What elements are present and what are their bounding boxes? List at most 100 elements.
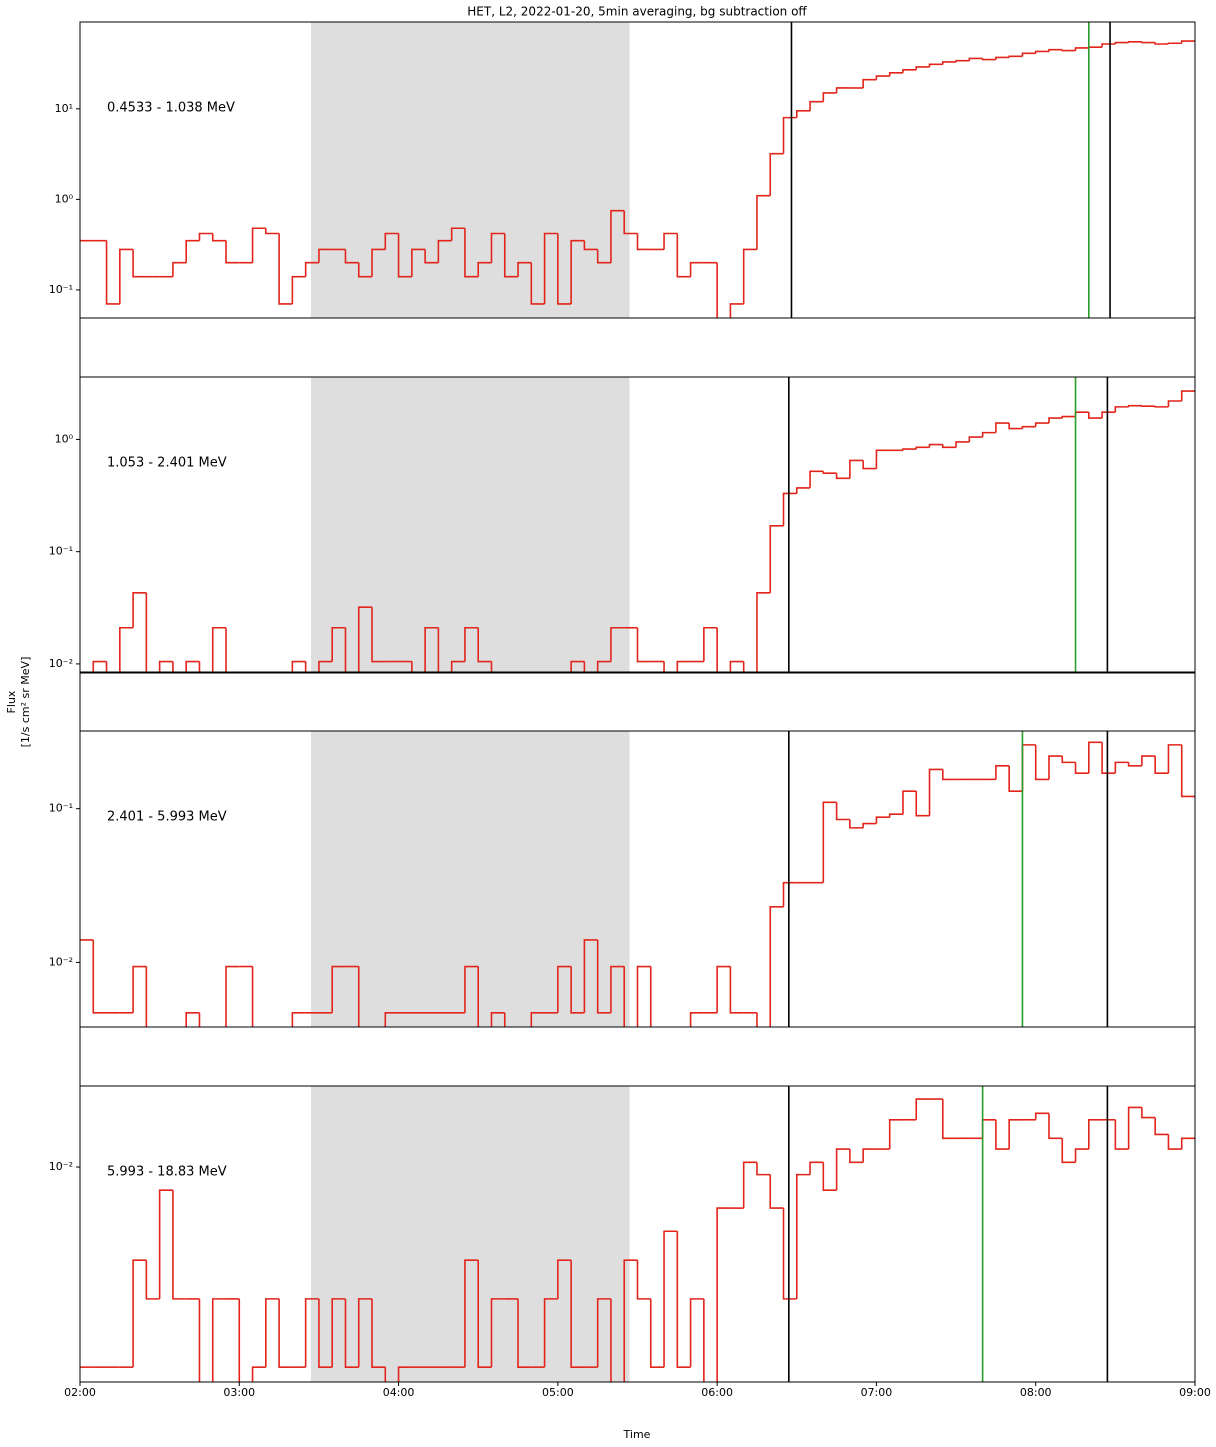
step: [464, 965, 479, 1013]
step: [689, 261, 704, 277]
step: [278, 1298, 293, 1368]
step: [649, 966, 652, 1027]
step: [782, 492, 797, 526]
step: [1154, 1117, 1169, 1136]
step: [941, 1099, 957, 1140]
energy-label: 0.4533 - 1.038 MeV: [107, 101, 235, 116]
step: [915, 1098, 930, 1120]
x-tick-label: 03:00: [223, 1386, 255, 1399]
step: [1101, 411, 1116, 419]
step: [888, 72, 903, 77]
step: [424, 626, 439, 673]
step: [384, 1367, 387, 1382]
step: [1127, 762, 1142, 767]
step: [1008, 765, 1023, 792]
spacer-axes: [79, 671, 1196, 732]
step: [981, 1118, 996, 1139]
step: [915, 66, 930, 70]
step: [1048, 48, 1063, 52]
step: [172, 661, 174, 673]
step: [941, 444, 957, 449]
step: [782, 881, 797, 907]
y-axis-label: Flux: [5, 690, 18, 713]
step: [981, 431, 996, 438]
step: [557, 1259, 572, 1299]
step: [835, 87, 850, 93]
step: [557, 965, 572, 1013]
step: [397, 1366, 412, 1382]
spacer-axes: [79, 317, 1196, 378]
step: [623, 966, 626, 1027]
y-tick-label: 10⁻²: [49, 657, 73, 670]
step: [490, 1012, 505, 1027]
step: [1154, 406, 1169, 408]
step: [995, 765, 1010, 780]
step: [530, 1012, 545, 1027]
step: [477, 1260, 492, 1368]
step: [928, 443, 943, 448]
step: [543, 232, 558, 304]
y-tick-label: 10⁻¹: [49, 545, 73, 558]
step: [132, 1259, 147, 1368]
step: [1034, 1112, 1049, 1120]
step: [198, 1298, 201, 1382]
panel: 10⁻² 5.993 - 18.83 MeV: [49, 1085, 1196, 1383]
step: [1154, 42, 1169, 45]
energy-label: 2.401 - 5.993 MeV: [107, 810, 227, 825]
step: [636, 965, 651, 1027]
step: [1074, 47, 1089, 51]
step: [1088, 46, 1103, 48]
step: [610, 209, 625, 263]
step: [557, 233, 572, 305]
step: [225, 965, 240, 1027]
step: [902, 790, 917, 815]
step: [278, 233, 293, 305]
step: [676, 1231, 691, 1368]
step: [477, 261, 492, 277]
panel: 10⁻¹ 10⁰ 10¹ 0.4533 - 1.038 MeV: [49, 21, 1196, 319]
step: [716, 627, 718, 673]
step: [105, 661, 108, 673]
step: [371, 607, 386, 663]
step-line: [80, 40, 1195, 318]
step: [941, 61, 957, 65]
step: [490, 1298, 505, 1368]
step: [849, 1149, 864, 1164]
step: [450, 227, 465, 241]
step: [172, 1190, 187, 1300]
step: [623, 210, 638, 235]
step: [596, 939, 611, 1014]
step: [251, 227, 266, 263]
step: [1021, 52, 1036, 57]
step: [756, 194, 771, 250]
y-tick-label: 10⁻¹: [49, 283, 73, 296]
step: [198, 1012, 201, 1027]
y-tick-label: 10⁻¹: [49, 802, 73, 815]
step: [357, 1298, 373, 1368]
step: [742, 661, 745, 673]
step: [676, 233, 691, 278]
step: [1034, 50, 1049, 54]
panel: 10⁻² 10⁻¹ 2.401 - 5.993 MeV: [49, 730, 1196, 1028]
step: [689, 1298, 704, 1368]
y-tick-label: 10⁻²: [49, 1160, 73, 1173]
energy-label: 1.053 - 2.401 MeV: [107, 456, 227, 471]
step: [729, 660, 744, 673]
step: [902, 68, 917, 73]
step: [92, 660, 107, 673]
step: [1127, 41, 1142, 43]
step: [1180, 1137, 1195, 1150]
step: [1088, 1118, 1103, 1150]
step: [517, 1298, 532, 1368]
step: [570, 1260, 585, 1368]
step: [716, 262, 718, 318]
step: [344, 1298, 359, 1368]
step: [251, 966, 254, 1027]
step: [437, 627, 440, 673]
step: [716, 965, 731, 1013]
step: [689, 1012, 704, 1027]
axes-frame: [79, 21, 1196, 319]
step: [862, 460, 877, 470]
step: [1180, 390, 1195, 402]
step: [822, 1162, 837, 1191]
